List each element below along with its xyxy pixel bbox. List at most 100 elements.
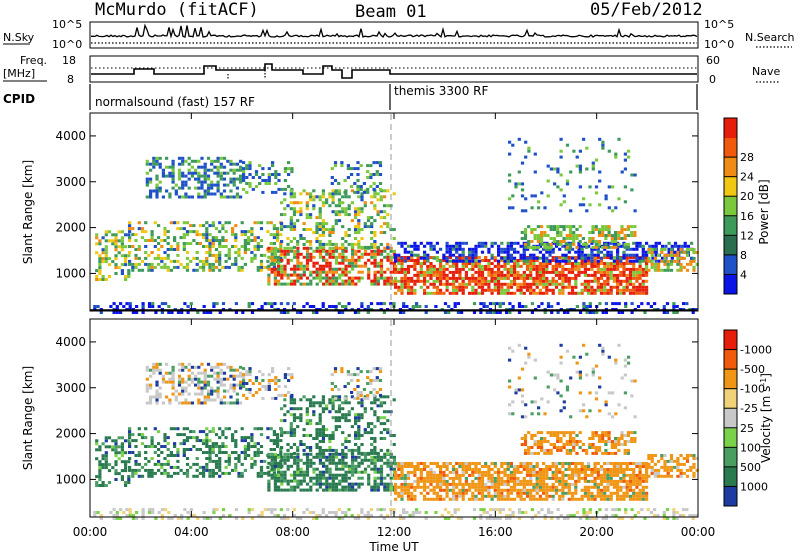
velocity-cell <box>276 514 280 517</box>
power-cell <box>580 244 584 248</box>
power-cell <box>580 253 584 257</box>
power-cell <box>226 159 230 163</box>
power-cell <box>354 237 358 240</box>
power-cell <box>676 268 680 272</box>
power-cell <box>248 173 252 176</box>
velocity-cell <box>107 481 112 484</box>
velocity-cell <box>451 488 456 492</box>
power-cell <box>587 273 591 277</box>
velocity-cell <box>325 407 329 411</box>
velocity-cell <box>227 454 231 457</box>
velocity-cell <box>685 508 689 512</box>
power-cell <box>597 234 602 237</box>
velocity-cell <box>550 517 554 520</box>
power-cell <box>280 228 284 231</box>
velocity-cell <box>321 428 325 432</box>
power-cell <box>277 270 281 274</box>
power-cell <box>657 259 661 263</box>
power-cell <box>315 249 319 253</box>
power-cell <box>389 302 393 306</box>
velocity-cell <box>149 374 153 378</box>
power-cell <box>334 222 338 226</box>
velocity-cell <box>107 436 112 440</box>
power-cell <box>363 222 367 226</box>
velocity-cell <box>338 461 342 465</box>
power-cell <box>530 240 534 243</box>
power-cell <box>635 279 639 283</box>
power-cell <box>173 236 177 240</box>
power-cell <box>536 225 540 229</box>
power-cell <box>554 279 559 283</box>
power-cell <box>293 249 297 253</box>
velocity-cell <box>210 386 214 390</box>
power-cell <box>101 236 105 240</box>
velocity-cell <box>206 374 211 378</box>
power-cell <box>341 258 345 262</box>
velocity-cell <box>383 416 387 420</box>
velocity-cell <box>211 448 215 451</box>
velocity-cell <box>101 466 105 470</box>
power-cell <box>599 259 604 262</box>
power-cell <box>205 239 209 242</box>
velocity-cell <box>267 488 271 492</box>
power-cell <box>692 265 696 269</box>
velocity-cell <box>432 470 436 474</box>
power-cell <box>607 206 611 210</box>
velocity-cell <box>248 391 252 394</box>
velocity-cell <box>334 476 339 480</box>
power-cell <box>406 267 411 271</box>
power-cell <box>442 256 446 260</box>
velocity-cell <box>292 508 296 512</box>
power-cell <box>366 216 371 220</box>
power-cell <box>350 219 354 223</box>
power-cell <box>590 256 594 260</box>
velocity-cell <box>344 479 348 483</box>
power-cell <box>200 183 204 187</box>
velocity-cell <box>406 465 411 468</box>
power-cell <box>567 247 571 251</box>
power-cell <box>315 231 319 234</box>
velocity-cell <box>350 395 354 399</box>
power-cell <box>546 245 550 249</box>
power-cell <box>474 244 478 248</box>
power-cell <box>662 311 666 314</box>
velocity-cell <box>165 380 169 384</box>
power-cell <box>606 276 610 280</box>
power-cell <box>464 241 468 245</box>
velocity-cell <box>305 470 310 474</box>
power-cell <box>360 255 364 259</box>
power-cell <box>104 254 108 258</box>
velocity-cell <box>173 442 177 446</box>
power-cell <box>546 242 550 246</box>
power-cell <box>451 282 456 286</box>
velocity-cell <box>227 462 231 466</box>
power-cell <box>522 256 526 260</box>
velocity-cell <box>543 517 547 520</box>
power-cell <box>360 245 364 249</box>
power-cell <box>160 245 164 248</box>
power-cell <box>350 173 354 176</box>
power-cell <box>394 270 398 274</box>
power-cell <box>667 241 671 245</box>
velocity-cell <box>402 517 406 520</box>
velocity-cell <box>682 508 686 512</box>
power-cell <box>128 227 132 231</box>
velocity-cell <box>386 473 390 477</box>
power-cell <box>529 276 533 280</box>
power-cell <box>334 189 338 193</box>
power-cell <box>392 228 396 231</box>
velocity-cell <box>161 380 165 384</box>
velocity-cell <box>318 455 322 459</box>
velocity-cell <box>289 398 293 402</box>
velocity-cell <box>451 485 456 489</box>
station-title: McMurdo (fitACF) <box>95 0 259 20</box>
power-cell <box>429 273 433 277</box>
velocity-cell <box>95 442 99 446</box>
power-cell <box>157 248 161 251</box>
velocity-cell <box>383 452 387 456</box>
power-cell <box>474 288 478 292</box>
velocity-cell <box>114 460 118 464</box>
power-cell <box>341 252 345 256</box>
power-cell <box>370 225 374 229</box>
